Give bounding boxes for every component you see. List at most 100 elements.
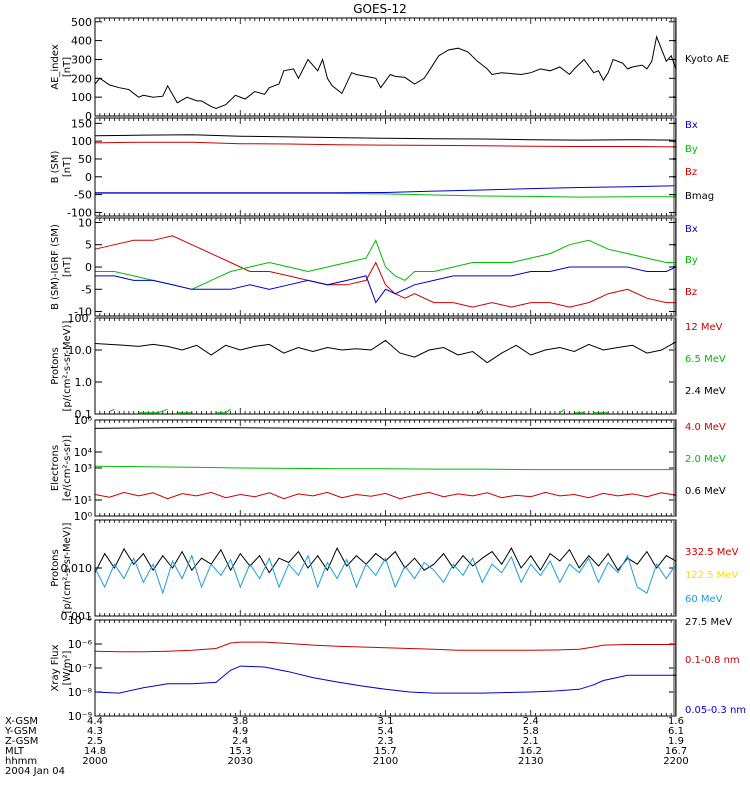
panel-xray: 10⁻⁹ 10⁻⁸ 10⁻⁷ 10⁻⁶ 10⁻⁵ Xray Flux [W/m²] 0.1-0… <box>50 614 746 723</box>
legend-entry: 0.1-0.8 nm <box>685 655 740 666</box>
panel-bdiff: -10 -5 0 5 10 B (SM)-IGRF (SM) [nT] Bx By Bz <box>50 216 698 318</box>
footer-row-label: MLT <box>5 746 25 757</box>
footer-value: 2.5 <box>87 736 103 747</box>
legend-entry: 332.5 MeV <box>685 547 739 558</box>
footer-table: X-GSM 4.4 3.8 3.1 2.4 1.6 Y-GSM 4.3 4.9 5.4 5.8 6.1… <box>4 716 689 767</box>
y-axis-label: B (SM)-IGRF (SM) <box>50 224 61 310</box>
footer-value: 3.8 <box>232 716 248 727</box>
series-line-kyoto-ae <box>94 35 677 110</box>
series-line-by <box>95 239 676 290</box>
footer-value: 2130 <box>518 756 543 767</box>
y-tick-label: 10 <box>78 216 92 229</box>
legend-entry: 6.5 MeV <box>685 354 726 365</box>
legend-entry: 60 MeV <box>685 594 723 605</box>
y-tick-label: 10⁻⁸ <box>68 686 93 699</box>
legend-entry: 27.5 MeV <box>685 617 732 628</box>
y-axis-unit: [W/m²] <box>62 650 73 685</box>
y-tick-label: 300 <box>71 53 92 66</box>
legend-entry: Bmag <box>685 191 714 202</box>
series-line-27-5-mev <box>94 546 677 574</box>
y-tick-label: 200 <box>71 72 92 85</box>
panel-frame <box>94 17 677 117</box>
y-tick-label: 50 <box>78 153 92 166</box>
legend-entry: 12 MeV <box>685 322 723 333</box>
y-tick-label: 100 <box>71 91 92 104</box>
series-line-2-0-mev <box>94 465 676 471</box>
footer-value: 6.1 <box>668 726 684 737</box>
y-axis-unit: [nT] <box>62 257 73 277</box>
series-line-4-0-mev <box>94 491 677 500</box>
series-line-0-1-0-8-nm <box>94 641 676 653</box>
footer-value: 2000 <box>82 756 107 767</box>
y-axis-label: Xray Flux <box>50 644 61 691</box>
legend-entry: Bx <box>685 224 698 235</box>
y-tick-label: 10⁻⁹ <box>68 710 92 723</box>
y-tick-label: -100 <box>67 206 92 219</box>
y-tick-label: 10.0 <box>68 344 93 357</box>
footer-value: 15.7 <box>374 746 396 757</box>
legend-entry: Bz <box>685 167 697 178</box>
footer-value: 16.2 <box>520 746 542 757</box>
series-line-by <box>95 193 676 198</box>
footer-value: 4.9 <box>232 726 248 737</box>
series-line-6-5-mev <box>109 408 115 412</box>
footer-value: 3.1 <box>378 716 394 727</box>
y-tick-label: 0 <box>85 110 92 123</box>
panel-frame <box>94 117 677 217</box>
footer-value: 15.3 <box>229 746 251 757</box>
legend-entry: Kyoto AE <box>685 54 729 65</box>
y-axis-label: Protons <box>50 549 61 586</box>
panel-bsm: -100 -50 0 50 100 150 B (SM) [nT] Bx By Bz Bmag <box>50 117 714 219</box>
y-tick-label: 10⁶ <box>74 414 93 427</box>
legend-entry: 0.6 MeV <box>685 486 726 497</box>
legend-entry: Bz <box>685 287 697 298</box>
legend-entry: 2.4 MeV <box>685 386 726 397</box>
legend-entry: By <box>685 144 698 155</box>
legend-entry: 122.5 MeV <box>685 570 739 581</box>
y-axis-label: Protons <box>50 347 61 384</box>
footer-value: 2100 <box>373 756 398 767</box>
legend-entry: 4.0 MeV <box>685 422 726 433</box>
footer-row-label: Y-GSM <box>4 726 37 737</box>
y-tick-label: 10¹ <box>74 494 92 507</box>
footer-value: 1.9 <box>668 736 684 747</box>
series-line-bmag <box>94 134 677 141</box>
footer-value: 16.7 <box>665 746 687 757</box>
series-line-6-5-mev <box>216 408 231 414</box>
footer-row-label: X-GSM <box>5 716 38 727</box>
series-line-bx <box>95 185 677 194</box>
panel-frame <box>94 217 677 317</box>
y-tick-label: 5 <box>85 239 92 252</box>
footer-value: 2.3 <box>378 736 394 747</box>
footer-value: 1.6 <box>668 716 684 727</box>
y-tick-label: 10⁰ <box>74 510 93 523</box>
panel-frame <box>94 519 677 617</box>
y-tick-label: 500 <box>71 16 92 29</box>
footer-value: 5.8 <box>523 726 539 737</box>
footer-value: 5.4 <box>378 726 394 737</box>
series-line-bz <box>94 235 676 308</box>
footer-value: 4.4 <box>87 716 103 727</box>
legend-entry: Bx <box>685 120 698 131</box>
y-axis-label: B (SM) <box>50 150 61 183</box>
y-axis-unit: [nT] <box>62 57 73 77</box>
y-tick-label: 0.001 <box>61 610 93 623</box>
y-tick-label: -5 <box>81 283 92 296</box>
panel-electrons: 10⁰ 10¹ 10³ 10⁴ 10⁶ Electrons [e/(cm²-s-sr)] 4.… <box>50 414 726 523</box>
footer-value: 4.3 <box>87 726 103 737</box>
panel-ae: 0 100 200 300 400 500 AE_index [nT] Kyoto AE <box>50 16 729 123</box>
y-axis-unit: [e/(cm²-s-sr)] <box>62 435 73 501</box>
y-tick-label: 10⁻⁷ <box>68 662 92 675</box>
footer-value: 2200 <box>663 756 688 767</box>
y-tick-label: 150 <box>71 117 92 130</box>
footer-value: 2.4 <box>232 736 248 747</box>
y-tick-label: 0.1 <box>75 408 93 421</box>
y-tick-label: 0 <box>85 171 92 184</box>
series-line-6-5-mev <box>559 408 565 414</box>
y-axis-unit: [p/(cm²-s-sr-MeV)] <box>62 320 73 411</box>
y-tick-label: -10 <box>74 306 92 319</box>
series-line-12-mev <box>477 408 483 415</box>
y-axis-unit: [nT] <box>62 157 73 177</box>
